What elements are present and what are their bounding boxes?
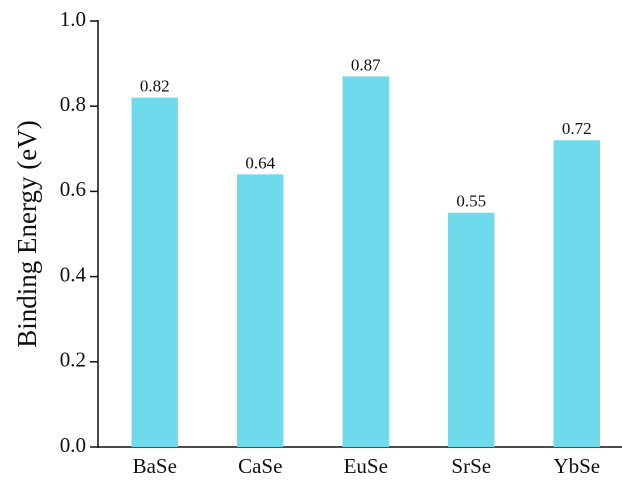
x-tick-label: EuSe [344,454,388,478]
bar [237,174,284,448]
y-tick-label: 0.0 [60,433,86,457]
data-label: 0.64 [245,153,275,172]
bar [448,212,495,447]
bar [553,140,600,447]
data-label: 0.82 [140,77,170,96]
data-label: 0.87 [351,55,381,74]
bar [342,76,389,447]
y-tick-label: 0.4 [60,262,87,286]
y-axis-label: Binding Energy (eV) [12,120,42,347]
x-tick-label: CaSe [238,454,282,478]
y-tick-label: 1.0 [60,7,86,31]
x-tick-label: SrSe [451,454,491,478]
bar [131,97,178,448]
y-tick-label: 0.2 [60,348,86,372]
x-tick-label: BaSe [133,454,177,478]
x-tick-label: YbSe [553,454,600,478]
y-tick-label: 0.6 [60,177,86,201]
data-label: 0.55 [456,192,486,211]
data-label: 0.72 [562,119,592,138]
y-tick-label: 0.8 [60,92,86,116]
